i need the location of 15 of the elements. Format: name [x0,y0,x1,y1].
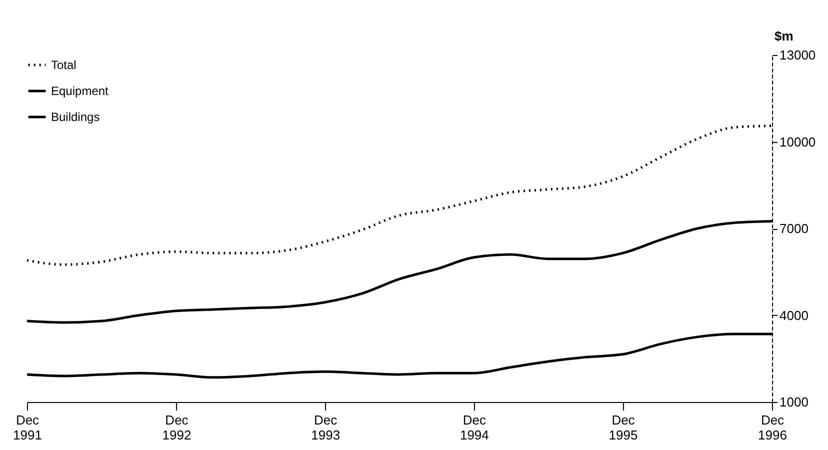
y-tick-label: 13000 [780,48,816,62]
x-tick-label: Dec 1995 [608,412,638,442]
y-tick-label: 4000 [780,308,808,323]
x-tick-label: Dec 1992 [162,412,192,442]
x-tick-label: Dec 1996 [758,412,787,442]
x-tick-label: Dec 1994 [460,412,489,442]
x-tick-label: Dec 1991 [13,412,42,442]
legend-label: Equipment [51,84,110,98]
legend-label: Total [51,58,76,72]
legend-label: Buildings [51,110,100,124]
y-axis-title: $m [774,28,794,44]
y-tick-label: 1000 [780,394,808,410]
x-tick-label: Dec 1993 [311,412,340,442]
y-tick-label: 7000 [780,221,808,236]
y-tick-label: 10000 [780,134,816,150]
